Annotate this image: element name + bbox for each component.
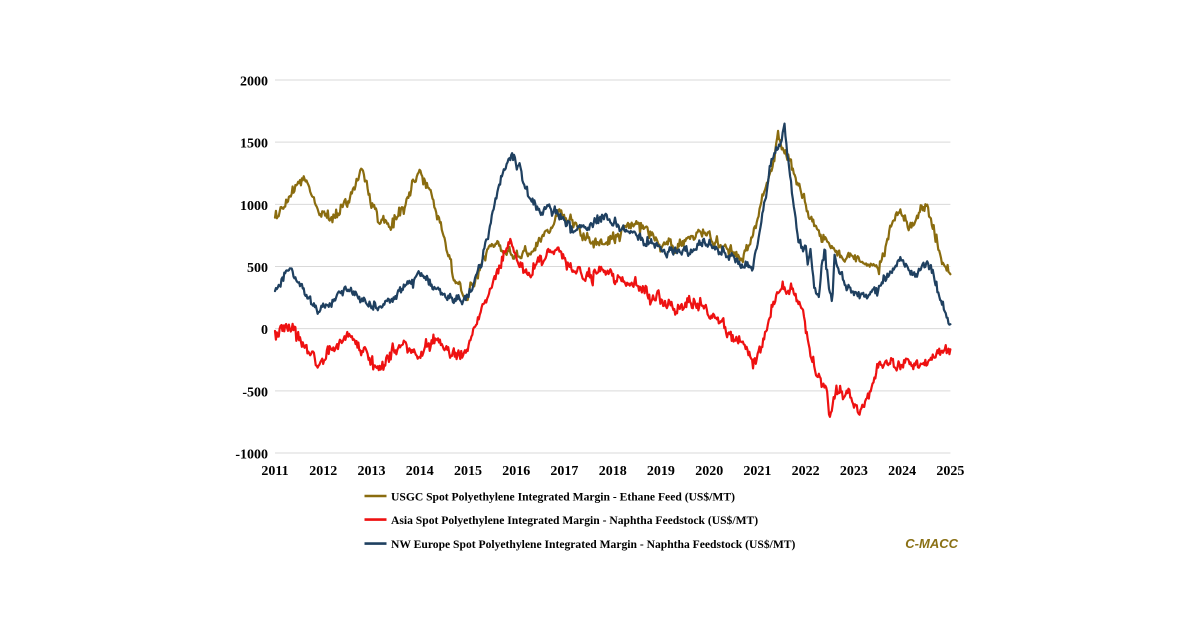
svg-text:2018: 2018 — [599, 464, 627, 479]
svg-text:2016: 2016 — [502, 464, 530, 479]
svg-text:2011: 2011 — [261, 464, 288, 479]
svg-text:2019: 2019 — [647, 464, 675, 479]
svg-text:-1000: -1000 — [235, 448, 268, 463]
svg-text:2012: 2012 — [309, 464, 337, 479]
svg-text:2013: 2013 — [358, 464, 386, 479]
svg-text:2024: 2024 — [888, 464, 916, 479]
svg-text:2000: 2000 — [240, 75, 268, 90]
svg-text:500: 500 — [247, 261, 268, 276]
svg-text:2020: 2020 — [695, 464, 723, 479]
svg-text:2022: 2022 — [792, 464, 820, 479]
svg-text:2023: 2023 — [840, 464, 868, 479]
svg-text:1500: 1500 — [240, 137, 268, 152]
svg-text:2014: 2014 — [406, 464, 434, 479]
svg-text:2017: 2017 — [550, 464, 578, 479]
svg-text:C-MACC: C-MACC — [905, 536, 958, 551]
svg-text:USGC Spot Polyethylene Integra: USGC Spot Polyethylene Integrated Margin… — [391, 491, 735, 504]
svg-text:NW Europe Spot Polyethylene In: NW Europe Spot Polyethylene Integrated M… — [391, 538, 796, 551]
svg-text:2015: 2015 — [454, 464, 482, 479]
svg-text:Asia Spot Polyethylene Integra: Asia Spot Polyethylene Integrated Margin… — [391, 514, 758, 527]
svg-text:2025: 2025 — [936, 464, 964, 479]
svg-text:-500: -500 — [242, 385, 268, 400]
svg-text:1000: 1000 — [240, 199, 268, 214]
svg-text:2021: 2021 — [743, 464, 771, 479]
svg-text:0: 0 — [261, 323, 268, 338]
